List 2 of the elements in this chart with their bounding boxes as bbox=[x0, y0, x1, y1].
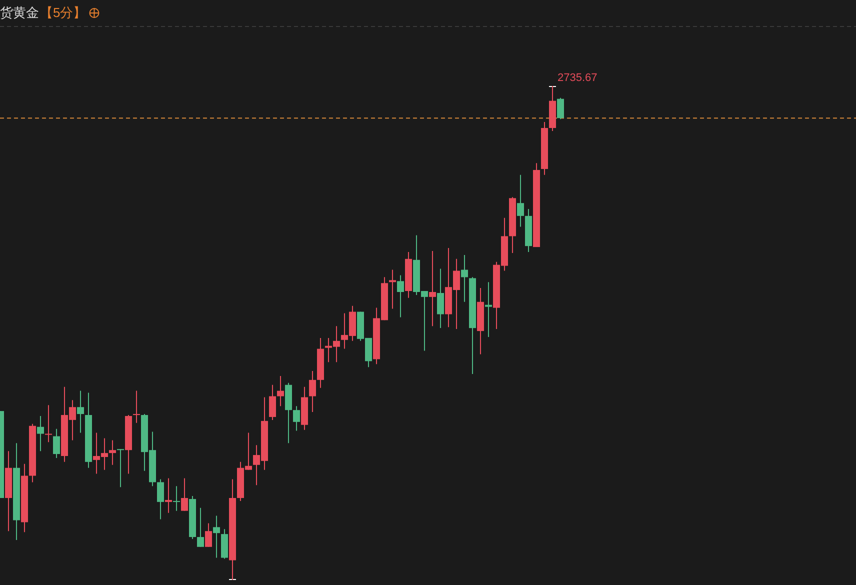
annotation: 2735.67 bbox=[558, 72, 598, 84]
header: 货黄金【5分】 bbox=[0, 5, 86, 20]
